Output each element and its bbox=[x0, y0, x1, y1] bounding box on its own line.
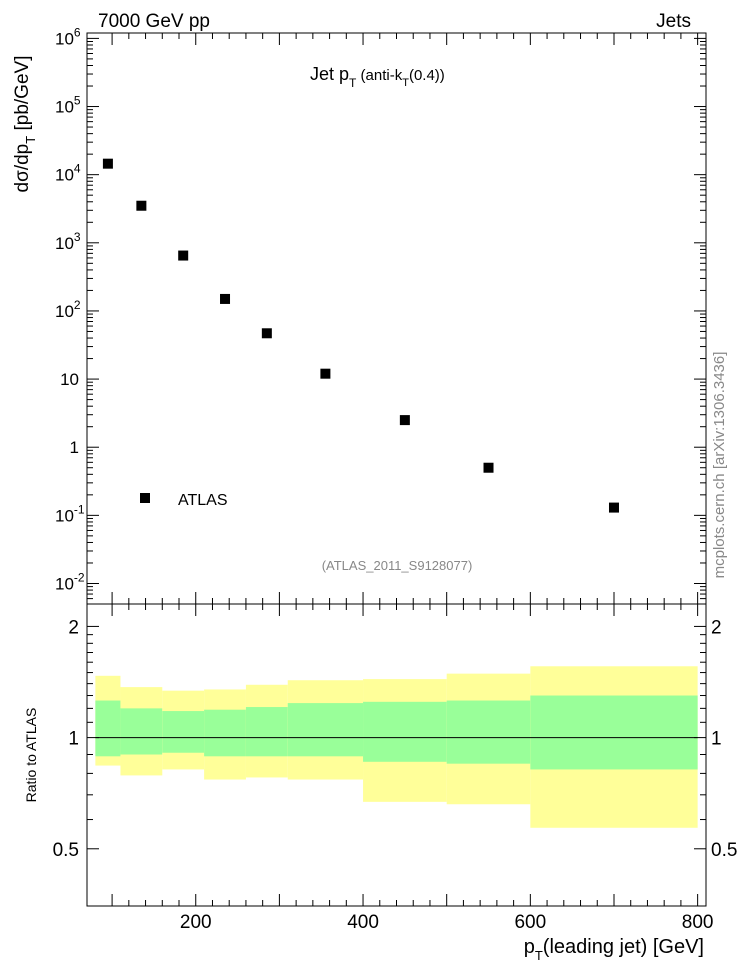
x-tick-label: 200 bbox=[180, 912, 212, 933]
lower-panel: 0.5 0.5 1 1 2 2 200 400 600 800 Ratio to ATLAS pT… bbox=[23, 603, 738, 963]
y-tick-label: 10 bbox=[60, 370, 79, 389]
data-point bbox=[220, 293, 231, 304]
y-tick-label: 104 bbox=[55, 162, 81, 185]
lower-y-axis-label: Ratio to ATLAS bbox=[23, 708, 39, 803]
lower-tick-labels: 0.5 0.5 1 1 2 2 200 400 600 800 bbox=[53, 617, 738, 933]
legend-label: ATLAS bbox=[178, 492, 228, 509]
x-axis-label: pT(leading jet) [GeV] bbox=[524, 936, 704, 963]
data-point bbox=[320, 368, 331, 379]
data-point bbox=[483, 462, 494, 473]
header-right: Jets bbox=[656, 11, 691, 32]
lower-axis-ticks bbox=[87, 604, 706, 906]
ratio-band-inner bbox=[204, 709, 246, 757]
xlabel-post: (leading jet) [GeV] bbox=[543, 936, 704, 958]
side-label: mcplots.cern.ch [arXiv:1306.3436] bbox=[711, 352, 728, 579]
ratio-band-inner bbox=[162, 711, 205, 753]
y-tick-label: 10-2 bbox=[55, 570, 85, 593]
data-point bbox=[261, 328, 272, 339]
data-point bbox=[178, 250, 189, 261]
data-points bbox=[102, 158, 619, 513]
legend-marker bbox=[140, 493, 150, 503]
y-tick-label: 106 bbox=[55, 25, 81, 48]
ratio-bands bbox=[95, 666, 698, 828]
y-tick-label: 105 bbox=[55, 94, 81, 117]
ratio-y-tick-label-right: 1 bbox=[711, 729, 722, 750]
upper-axis-ticks bbox=[87, 33, 706, 604]
title-extra-post: (0.4)) bbox=[409, 67, 445, 84]
ratio-band-inner bbox=[120, 708, 163, 755]
x-tick-label: 600 bbox=[514, 912, 546, 933]
lower-plot-frame bbox=[86, 603, 707, 907]
ratio-band-inner bbox=[363, 701, 447, 762]
ratio-band-inner bbox=[287, 703, 364, 757]
ylabel-main: dσ/dp bbox=[12, 144, 33, 193]
y-tick-label: 103 bbox=[55, 230, 81, 253]
ratio-band-inner bbox=[95, 700, 121, 757]
data-point bbox=[102, 158, 113, 169]
analysis-label: (ATLAS_2011_S9128077) bbox=[322, 558, 473, 573]
ratio-y-tick-label: 2 bbox=[68, 617, 79, 638]
data-point bbox=[136, 200, 147, 211]
upper-y-tick-labels: 10-2 10-1 1 10 102 103 104 105 106 bbox=[55, 25, 85, 593]
ratio-band-inner bbox=[245, 707, 288, 757]
y-tick-label: 10-1 bbox=[55, 502, 85, 525]
title-extra-pre: (anti-k bbox=[356, 67, 402, 84]
upper-y-axis-label: dσ/dpT [pb/GeV] bbox=[12, 56, 38, 193]
ratio-y-tick-label: 1 bbox=[68, 729, 79, 750]
upper-plot-frame bbox=[86, 32, 707, 605]
y-tick-label: 1 bbox=[70, 438, 79, 457]
title-sub: T bbox=[349, 76, 357, 90]
ratio-y-tick-label-right: 0.5 bbox=[711, 840, 737, 861]
data-point bbox=[399, 415, 410, 426]
x-tick-label: 800 bbox=[682, 912, 714, 933]
ratio-band-inner bbox=[446, 700, 531, 764]
data-point bbox=[608, 502, 619, 513]
x-tick-label: 400 bbox=[347, 912, 379, 933]
xlabel-main: p bbox=[524, 936, 535, 958]
title-main: Jet p bbox=[310, 64, 349, 84]
ratio-y-tick-label-right: 2 bbox=[711, 617, 722, 638]
xlabel-sub: T bbox=[535, 948, 543, 963]
y-tick-label: 102 bbox=[55, 298, 81, 321]
ratio-y-tick-label: 0.5 bbox=[53, 840, 79, 861]
title-extra-sub: T bbox=[402, 77, 409, 89]
chart-title: Jet pT (anti-kT(0.4)) bbox=[310, 64, 445, 90]
ylabel-post: [pb/GeV] bbox=[12, 56, 33, 136]
header-left: 7000 GeV pp bbox=[98, 11, 210, 32]
ylabel-sub: T bbox=[23, 136, 38, 144]
ratio-band-inner bbox=[530, 695, 698, 770]
